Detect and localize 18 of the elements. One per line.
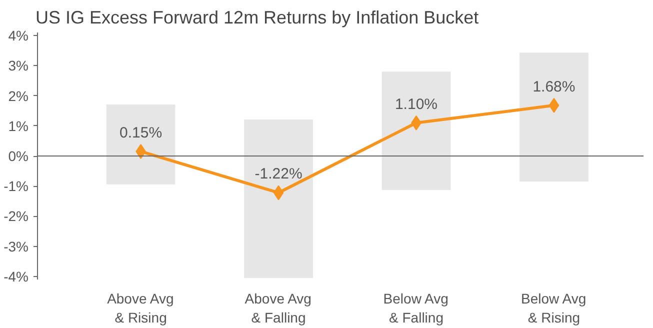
y-tick-label: 3% xyxy=(8,58,28,74)
data-label: -1.22% xyxy=(254,166,302,183)
x-tick-label: Below Avg & Falling xyxy=(383,290,448,326)
x-tick-label: Above Avg & Rising xyxy=(107,290,174,326)
x-tick-label: Below Avg & Rising xyxy=(521,290,586,326)
y-tick-label: -3% xyxy=(4,238,29,254)
chart-title: US IG Excess Forward 12m Returns by Inflation Bucket xyxy=(36,8,479,28)
y-tick-label: 0% xyxy=(8,148,28,164)
y-tick-label: 2% xyxy=(8,88,28,104)
data-label: 1.10% xyxy=(394,96,438,113)
y-tick-label: -2% xyxy=(4,208,29,224)
y-tick-label: -4% xyxy=(4,268,29,284)
x-tick-label: Above Avg & Falling xyxy=(244,290,312,326)
y-tick-label: -1% xyxy=(4,178,29,194)
y-tick-label: 1% xyxy=(8,118,28,134)
data-label: 1.68% xyxy=(532,78,576,96)
y-tick-label: 4% xyxy=(8,28,28,44)
data-label: 0.15% xyxy=(120,124,162,142)
